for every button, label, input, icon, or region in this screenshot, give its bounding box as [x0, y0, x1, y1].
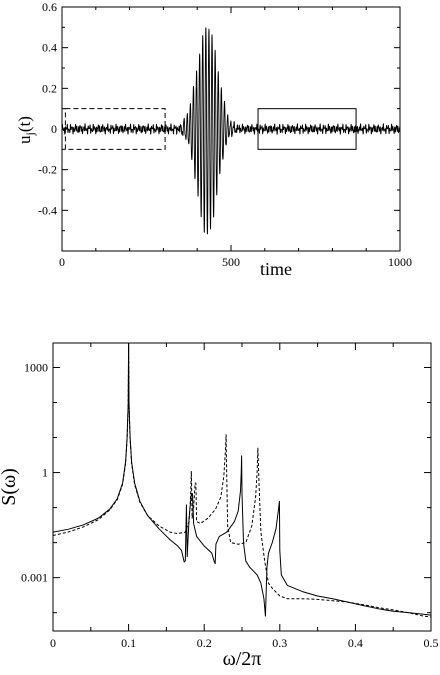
top-axis-ticks: 0 500 1000 -0.4 -0.2 0 0.2 0.4 0.6: [38, 0, 412, 269]
top-y-axis-label-sub: j: [23, 132, 37, 136]
top-y-tick-label-5: 0.6: [42, 0, 57, 14]
bottom-x-tick-label-1: 0.1: [121, 636, 136, 650]
bottom-x-tick-label-0: 0: [50, 636, 56, 650]
top-x-tick-label-0: 0: [59, 255, 65, 269]
bottom-x-tick-label-2: 0.2: [197, 636, 212, 650]
spectrum-panel: 0 0.1 0.2 0.3 0.4 0.5 0.001 1 1000 ω/2π S(ω): [0, 342, 439, 670]
top-y-tick-label-3: 0.2: [42, 81, 57, 95]
bottom-y-tick-label-1: 1: [42, 466, 48, 480]
top-x-tick-label-1: 500: [222, 255, 240, 269]
top-y-axis-label-main: u: [15, 135, 34, 144]
top-y-tick-label-4: 0.4: [42, 41, 57, 55]
bottom-x-axis-label: ω/2π: [223, 648, 262, 670]
bottom-axis-ticks: 0 0.1 0.2 0.3 0.4 0.5 0.001 1 1000: [21, 343, 439, 650]
series-line-signal: [61, 27, 401, 235]
annotation-box-solid: [257, 108, 357, 150]
bottom-y-tick-label-2: 1000: [24, 360, 48, 374]
top-y-axis-label: uj(t): [15, 116, 37, 144]
bottom-x-tick-label-5: 0.5: [424, 636, 439, 650]
top-y-tick-label-0: -0.4: [38, 203, 57, 217]
series-line-solid: [52, 342, 432, 617]
top-y-tick-label-2: 0: [51, 122, 57, 136]
top-y-tick-label-1: -0.2: [38, 163, 57, 177]
bottom-x-tick-label-3: 0.3: [272, 636, 287, 650]
top-x-axis-label: time: [260, 259, 292, 279]
series-line-dashed: [52, 345, 432, 618]
top-y-axis-label-tail: (t): [15, 116, 34, 132]
bottom-x-tick-label-4: 0.4: [348, 636, 363, 650]
time-series-panel: 0 500 1000 -0.4 -0.2 0 0.2 0.4 0.6 time uj(t): [15, 0, 412, 279]
bottom-y-axis-label: S(ω): [0, 468, 20, 506]
bottom-y-tick-label-0: 0.001: [21, 571, 48, 585]
top-x-tick-label-2: 1000: [388, 255, 412, 269]
